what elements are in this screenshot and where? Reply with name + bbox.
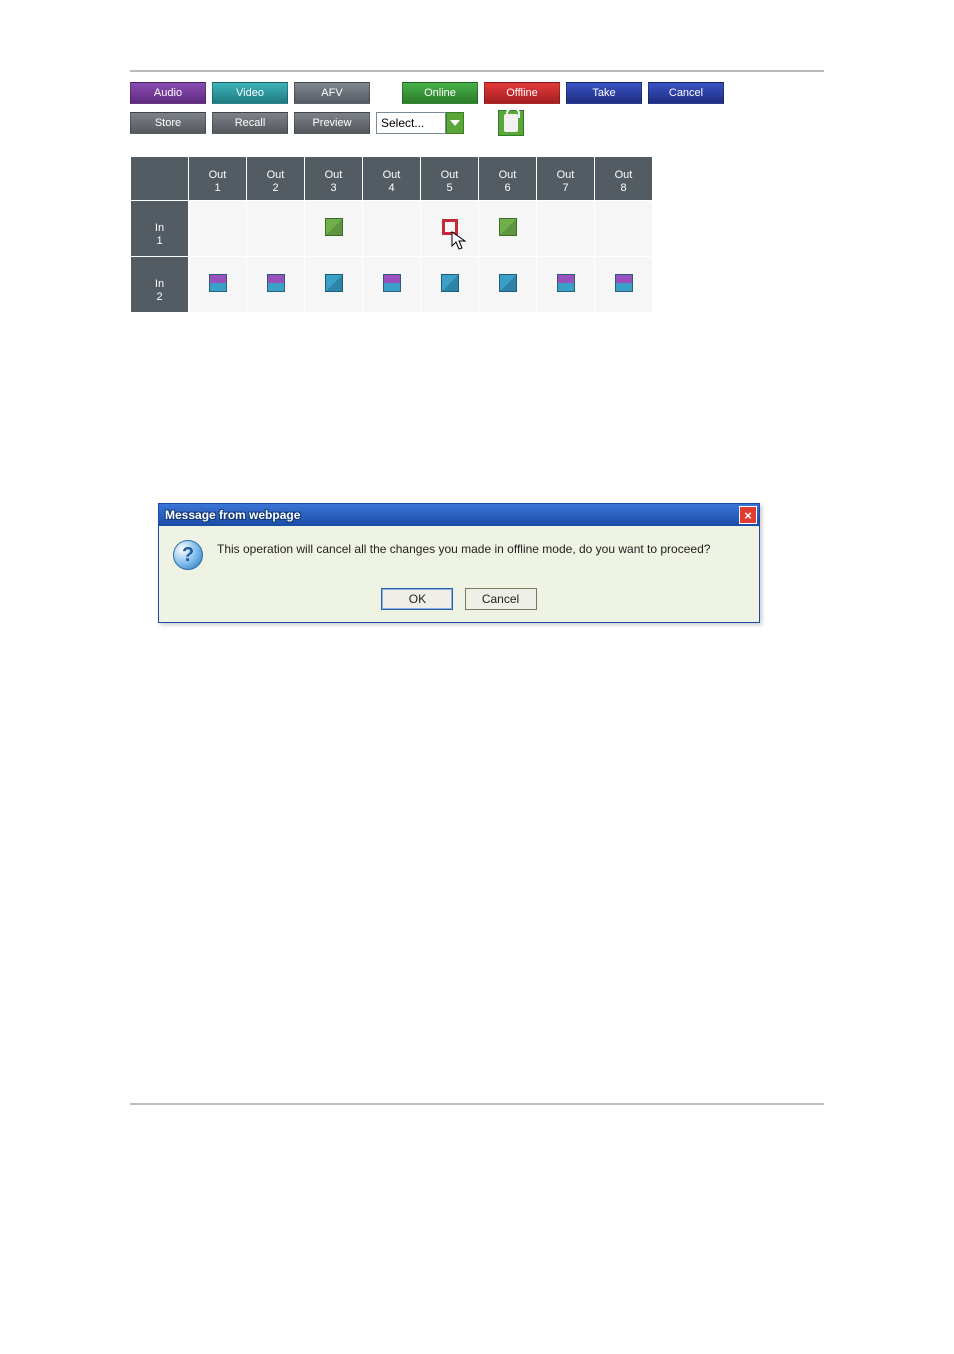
crosspoint-cell[interactable] — [537, 257, 595, 313]
crosspoint-cell[interactable] — [189, 201, 247, 257]
dialog-titlebar: Message from webpage × — [159, 504, 759, 526]
crosspoint-matrix: Out1Out2Out3Out4Out5Out6Out7Out8 In1In2 — [130, 156, 653, 313]
matrix-header-row: Out1Out2Out3Out4Out5Out6Out7Out8 — [131, 157, 653, 201]
question-icon: ? — [173, 540, 203, 570]
crosspoint-tile — [383, 274, 401, 292]
matrix-col-header: Out4 — [363, 157, 421, 201]
dialog-actions: OK Cancel — [173, 588, 745, 610]
toolbar-row-2: Store Recall Preview Select... — [130, 110, 824, 136]
crosspoint-cell[interactable] — [421, 257, 479, 313]
lock-icon — [504, 114, 518, 132]
matrix-row-header: In2 — [131, 257, 189, 313]
crosspoint-cell[interactable] — [537, 201, 595, 257]
cancel-button[interactable]: Cancel — [648, 82, 724, 104]
crosspoint-cell[interactable] — [421, 201, 479, 257]
matrix-col-header: Out5 — [421, 157, 479, 201]
audio-button[interactable]: Audio — [130, 82, 206, 104]
matrix-col-header: Out7 — [537, 157, 595, 201]
matrix-col-header: Out2 — [247, 157, 305, 201]
crosspoint-cell[interactable] — [363, 201, 421, 257]
crosspoint-selection — [442, 219, 458, 235]
dialog-body: ? This operation will cancel all the cha… — [159, 526, 759, 622]
crosspoint-tile — [325, 274, 343, 292]
crosspoint-cell[interactable] — [479, 257, 537, 313]
top-separator — [130, 70, 824, 72]
preset-select-value: Select... — [376, 112, 446, 134]
crosspoint-tile — [441, 274, 459, 292]
store-button[interactable]: Store — [130, 112, 206, 134]
matrix-row-header: In1 — [131, 201, 189, 257]
close-icon[interactable]: × — [739, 506, 757, 524]
video-button[interactable]: Video — [212, 82, 288, 104]
crosspoint-cell[interactable] — [305, 257, 363, 313]
dialog-cancel-button[interactable]: Cancel — [465, 588, 537, 610]
crosspoint-cell[interactable] — [479, 201, 537, 257]
recall-button[interactable]: Recall — [212, 112, 288, 134]
dialog-title: Message from webpage — [165, 508, 300, 522]
dialog-content-row: ? This operation will cancel all the cha… — [173, 542, 745, 570]
crosspoint-tile — [325, 218, 343, 236]
page: Audio Video AFV Online Offline Take Canc… — [0, 0, 954, 1145]
crosspoint-cell[interactable] — [247, 257, 305, 313]
offline-button[interactable]: Offline — [484, 82, 560, 104]
crosspoint-tile — [267, 274, 285, 292]
crosspoint-cell[interactable] — [189, 257, 247, 313]
matrix-col-header: Out6 — [479, 157, 537, 201]
matrix-row: In1 — [131, 201, 653, 257]
crosspoint-cell[interactable] — [247, 201, 305, 257]
matrix-row: In2 — [131, 257, 653, 313]
take-button[interactable]: Take — [566, 82, 642, 104]
matrix-col-header: Out3 — [305, 157, 363, 201]
crosspoint-cell[interactable] — [305, 201, 363, 257]
afv-button[interactable]: AFV — [294, 82, 370, 104]
crosspoint-cell[interactable] — [595, 201, 653, 257]
crosspoint-tile — [209, 274, 227, 292]
crosspoint-tile — [615, 274, 633, 292]
preview-button[interactable]: Preview — [294, 112, 370, 134]
crosspoint-cell[interactable] — [363, 257, 421, 313]
dialog-ok-button[interactable]: OK — [381, 588, 453, 610]
bottom-separator — [130, 1103, 824, 1105]
matrix-corner — [131, 157, 189, 201]
chevron-down-icon[interactable] — [446, 112, 464, 134]
crosspoint-cell[interactable] — [595, 257, 653, 313]
crosspoint-tile — [499, 274, 517, 292]
crosspoint-tile — [557, 274, 575, 292]
toolbar-row-1: Audio Video AFV Online Offline Take Canc… — [130, 82, 824, 104]
lock-button[interactable] — [498, 110, 524, 136]
matrix-col-header: Out8 — [595, 157, 653, 201]
confirm-dialog: Message from webpage × ? This operation … — [158, 503, 760, 623]
preset-select[interactable]: Select... — [376, 112, 464, 134]
crosspoint-tile — [499, 218, 517, 236]
online-button[interactable]: Online — [402, 82, 478, 104]
matrix-col-header: Out1 — [189, 157, 247, 201]
dialog-zone: Message from webpage × ? This operation … — [130, 503, 824, 623]
dialog-message: This operation will cancel all the chang… — [217, 542, 710, 556]
